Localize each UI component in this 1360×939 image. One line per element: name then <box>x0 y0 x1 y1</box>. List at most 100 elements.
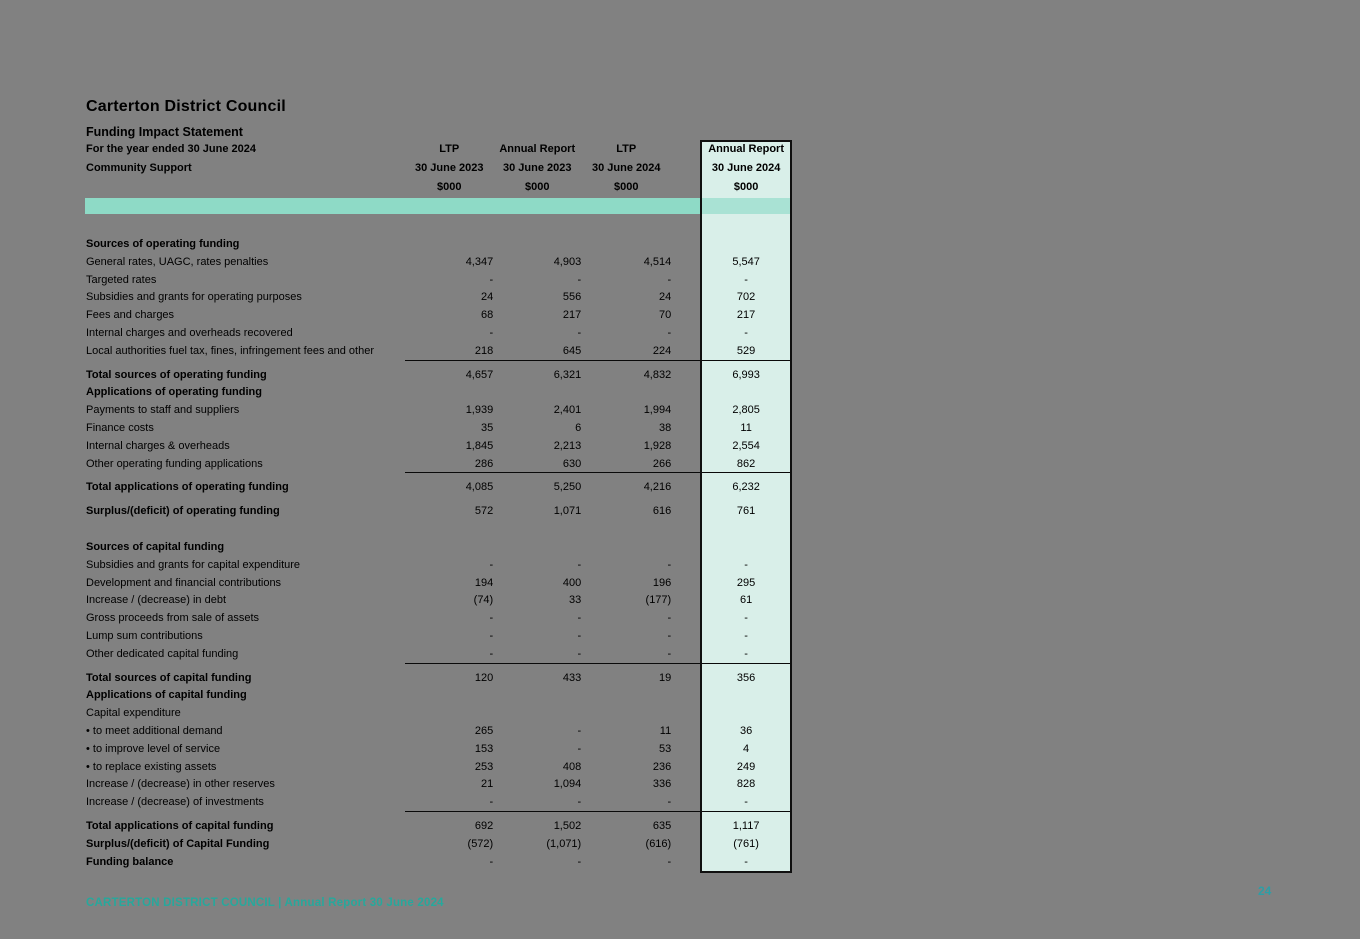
numeric-group: (572) (1,071) (616) <box>405 836 702 854</box>
value-annual-report-2023: Annual Report <box>499 143 576 155</box>
value-ltp-2024: 4,216 <box>643 481 672 494</box>
row-label: Subsidies and grants for capital expendi… <box>86 558 301 571</box>
column-gap <box>671 723 702 741</box>
column-gap <box>671 646 702 663</box>
value-annual-report-2024 <box>702 539 790 557</box>
value-ltp-2023: 572 <box>474 505 494 518</box>
column-gap <box>671 254 702 272</box>
value-annual-report-2023: $000 <box>524 181 550 193</box>
value-annual-report-2024: 2,554 <box>732 439 760 452</box>
value-annual-report-2023: 1,502 <box>553 819 582 832</box>
value-ltp-2023: 1,845 <box>465 439 494 452</box>
numeric-group: 265 - 11 <box>405 723 702 741</box>
value-annual-report-2023: - <box>577 612 582 625</box>
table-row: Targeted rates - - - - <box>85 272 790 290</box>
page-title: Carterton District Council <box>86 98 286 115</box>
value-ltp-2024: - <box>667 612 672 625</box>
statement-subtitle: Funding Impact Statement <box>86 125 243 139</box>
value-annual-report-2024: (761) <box>733 837 759 850</box>
value-annual-report-2023: 2,401 <box>553 404 582 417</box>
value-ltp-2024: 70 <box>658 309 672 322</box>
numeric-group: 253 408 236 <box>405 759 702 777</box>
value-ltp-2023: $000 <box>436 181 462 193</box>
table-row: Other operating funding applications 286 6… <box>85 456 790 474</box>
value-ltp-2023: 218 <box>474 344 494 357</box>
value-annual-report-2023: 4,903 <box>553 255 582 268</box>
page-number: 24 <box>1258 884 1272 898</box>
value-ltp-2024: 4,514 <box>643 255 672 268</box>
column-gap <box>671 557 702 575</box>
value-annual-report-2023 <box>493 705 581 723</box>
column-gap <box>671 741 702 759</box>
numeric-group: --- <box>405 325 702 343</box>
value-annual-report-2024: 11 <box>740 421 752 434</box>
value-annual-report-2024: - <box>744 273 748 286</box>
numeric-group <box>405 687 702 705</box>
table-row: Total applications of operating funding 4… <box>85 479 790 497</box>
numeric-group: 153 - 53 <box>405 741 702 759</box>
value-ltp-2023: 286 <box>474 457 494 470</box>
table-row: Increase / (decrease) in other reserves 2… <box>85 776 790 794</box>
value-annual-report-2023: 1,071 <box>553 505 582 518</box>
table-row: Local authorities fuel tax, fines, infri… <box>85 343 790 361</box>
column-gap <box>671 438 702 456</box>
value-annual-report-2023: 556 <box>562 291 582 304</box>
value-ltp-2024 <box>581 236 671 254</box>
value-annual-report-2023: 6 <box>575 421 582 434</box>
value-annual-report-2024: - <box>744 558 748 571</box>
value-annual-report-2023: 433 <box>562 671 582 684</box>
value-annual-report-2023: 400 <box>562 576 582 589</box>
footer-text: CARTERTON DISTRICT COUNCIL | Annual Repo… <box>86 897 444 909</box>
funding-impact-table: For the year ended 30 June 2024 LTP Annual… <box>85 140 792 873</box>
column-gap <box>671 236 702 254</box>
value-ltp-2024: 24 <box>658 291 672 304</box>
numeric-group: --- <box>405 557 702 575</box>
column-gap <box>671 272 702 290</box>
table-row: • to meet additional demand 265 - 11 36 <box>85 723 790 741</box>
value-annual-report-2024: 36 <box>739 724 753 737</box>
value-ltp-2024: 4,832 <box>643 368 672 381</box>
numeric-group <box>405 384 702 402</box>
value-annual-report-2024: 761 <box>736 505 756 518</box>
value-ltp-2024: - <box>667 326 672 339</box>
value-annual-report-2023: - <box>577 742 582 755</box>
value-annual-report-2023: 2,213 <box>553 439 582 452</box>
value-annual-report-2023: 30 June 2023 <box>502 162 572 174</box>
value-annual-report-2023: - <box>577 796 582 809</box>
numeric-group: (74) 33 (177) <box>405 592 702 610</box>
value-ltp-2023: 21 <box>480 778 494 791</box>
table-row: Increase / (decrease) of investments - - - - <box>85 794 790 812</box>
table-row: Fees and charges 68 217 70 217 <box>85 307 790 325</box>
row-label: Internal charges & overheads <box>86 439 230 452</box>
row-label: Lump sum contributions <box>86 629 203 642</box>
value-annual-report-2024: 249 <box>736 760 756 773</box>
value-annual-report-2024: Annual Report <box>708 143 784 155</box>
value-ltp-2024: 616 <box>652 505 672 518</box>
value-ltp-2023: 4,347 <box>465 255 494 268</box>
value-annual-report-2024: - <box>744 629 748 642</box>
row-label: General rates, UAGC, rates penalties <box>86 255 269 268</box>
column-gap <box>671 325 702 343</box>
value-ltp-2023: - <box>489 647 494 660</box>
value-annual-report-2023: - <box>577 855 582 868</box>
row-label: Capital expenditure <box>86 707 181 720</box>
value-ltp-2023 <box>405 384 493 402</box>
row-label: Increase / (decrease) in other reserves <box>86 778 275 791</box>
numeric-group: 4,657 6,321 4,832 <box>405 367 702 385</box>
value-ltp-2024: - <box>667 558 672 571</box>
row-label: Finance costs <box>86 421 154 434</box>
table-row: Development and financial contributions 1… <box>85 575 790 593</box>
column-gap <box>671 343 702 360</box>
row-label: Surplus/(deficit) of Capital Funding <box>86 837 270 850</box>
value-annual-report-2023: - <box>577 273 582 286</box>
column-gap <box>671 140 702 159</box>
value-ltp-2024: $000 <box>613 181 639 193</box>
numeric-group: --- <box>405 646 703 664</box>
table-row: $000 $000 $000 $000 <box>85 178 790 197</box>
activity-name: Community Support <box>86 162 192 174</box>
value-annual-report-2024: 217 <box>736 309 756 322</box>
numeric-group: 194 400 196 <box>405 575 702 593</box>
value-annual-report-2023: - <box>577 326 582 339</box>
row-label: Fees and charges <box>86 309 175 322</box>
